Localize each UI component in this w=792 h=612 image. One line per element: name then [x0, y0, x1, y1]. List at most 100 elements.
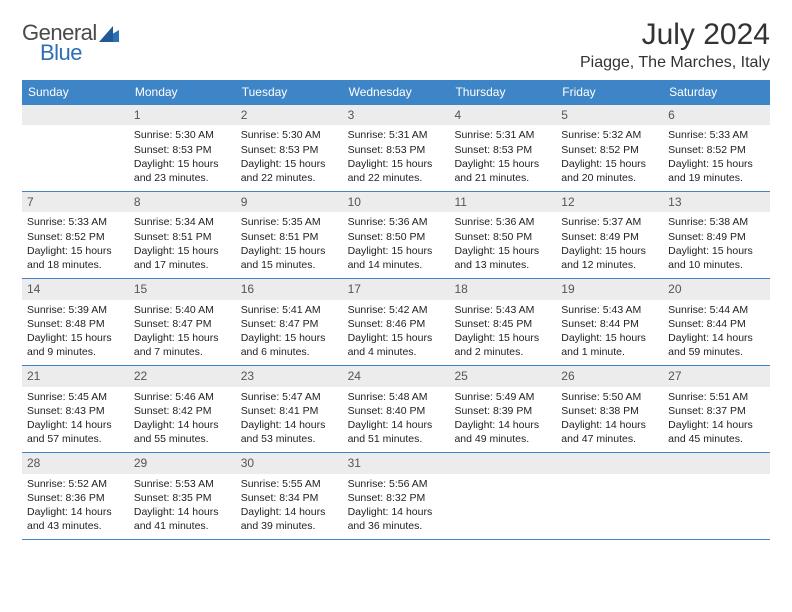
day-cell: 21Sunrise: 5:45 AMSunset: 8:43 PMDayligh… [22, 366, 129, 452]
day-detail-line: and 36 minutes. [348, 519, 445, 533]
day-detail-line: Sunset: 8:43 PM [27, 404, 124, 418]
day-detail-line: and 45 minutes. [668, 432, 765, 446]
day-detail-line: and 41 minutes. [134, 519, 231, 533]
day-detail-line: Sunrise: 5:43 AM [561, 303, 658, 317]
day-number: 5 [556, 105, 663, 125]
calendar-grid: SundayMondayTuesdayWednesdayThursdayFrid… [22, 80, 770, 540]
day-details: Sunrise: 5:43 AMSunset: 8:44 PMDaylight:… [556, 300, 663, 366]
day-detail-line: and 43 minutes. [27, 519, 124, 533]
day-cell: 18Sunrise: 5:43 AMSunset: 8:45 PMDayligh… [449, 279, 556, 365]
week-row: 14Sunrise: 5:39 AMSunset: 8:48 PMDayligh… [22, 279, 770, 366]
day-detail-line: and 9 minutes. [27, 345, 124, 359]
day-cell: 30Sunrise: 5:55 AMSunset: 8:34 PMDayligh… [236, 453, 343, 539]
day-detail-line: Sunrise: 5:51 AM [668, 390, 765, 404]
day-detail-line: Sunset: 8:53 PM [454, 143, 551, 157]
day-detail-line: Sunset: 8:39 PM [454, 404, 551, 418]
day-cell: 14Sunrise: 5:39 AMSunset: 8:48 PMDayligh… [22, 279, 129, 365]
day-details: Sunrise: 5:36 AMSunset: 8:50 PMDaylight:… [449, 212, 556, 278]
day-number: 22 [129, 366, 236, 386]
day-detail-line: Sunset: 8:52 PM [561, 143, 658, 157]
day-details: Sunrise: 5:49 AMSunset: 8:39 PMDaylight:… [449, 387, 556, 453]
day-number: 31 [343, 453, 450, 473]
day-detail-line: Sunset: 8:48 PM [27, 317, 124, 331]
day-cell: 27Sunrise: 5:51 AMSunset: 8:37 PMDayligh… [663, 366, 770, 452]
day-detail-line: Sunrise: 5:47 AM [241, 390, 338, 404]
day-detail-line: and 4 minutes. [348, 345, 445, 359]
day-detail-line: Sunset: 8:49 PM [668, 230, 765, 244]
day-details: Sunrise: 5:56 AMSunset: 8:32 PMDaylight:… [343, 474, 450, 540]
day-number: 15 [129, 279, 236, 299]
day-details: Sunrise: 5:36 AMSunset: 8:50 PMDaylight:… [343, 212, 450, 278]
day-detail-line: Sunrise: 5:38 AM [668, 215, 765, 229]
day-cell: 15Sunrise: 5:40 AMSunset: 8:47 PMDayligh… [129, 279, 236, 365]
day-cell: 13Sunrise: 5:38 AMSunset: 8:49 PMDayligh… [663, 192, 770, 278]
day-number: 25 [449, 366, 556, 386]
day-detail-line: Sunset: 8:37 PM [668, 404, 765, 418]
day-number: 2 [236, 105, 343, 125]
day-detail-line: Sunset: 8:50 PM [348, 230, 445, 244]
day-details: Sunrise: 5:51 AMSunset: 8:37 PMDaylight:… [663, 387, 770, 453]
day-detail-line: and 20 minutes. [561, 171, 658, 185]
day-details: Sunrise: 5:48 AMSunset: 8:40 PMDaylight:… [343, 387, 450, 453]
day-detail-line: Sunset: 8:53 PM [241, 143, 338, 157]
day-detail-line: Daylight: 15 hours [348, 244, 445, 258]
day-cell: 3Sunrise: 5:31 AMSunset: 8:53 PMDaylight… [343, 105, 450, 191]
day-detail-line: Sunset: 8:46 PM [348, 317, 445, 331]
day-detail-line: Sunrise: 5:55 AM [241, 477, 338, 491]
day-cell: 10Sunrise: 5:36 AMSunset: 8:50 PMDayligh… [343, 192, 450, 278]
day-detail-line: Daylight: 15 hours [134, 157, 231, 171]
day-detail-line: and 51 minutes. [348, 432, 445, 446]
day-detail-line: Daylight: 15 hours [454, 157, 551, 171]
day-detail-line: and 22 minutes. [241, 171, 338, 185]
day-details: Sunrise: 5:33 AMSunset: 8:52 PMDaylight:… [22, 212, 129, 278]
day-number: 14 [22, 279, 129, 299]
day-detail-line: Daylight: 14 hours [241, 505, 338, 519]
day-details: Sunrise: 5:50 AMSunset: 8:38 PMDaylight:… [556, 387, 663, 453]
day-cell: 29Sunrise: 5:53 AMSunset: 8:35 PMDayligh… [129, 453, 236, 539]
day-detail-line: Sunset: 8:47 PM [241, 317, 338, 331]
day-cell [556, 453, 663, 539]
day-detail-line: Sunset: 8:51 PM [134, 230, 231, 244]
day-detail-line: Sunset: 8:51 PM [241, 230, 338, 244]
day-cell: 26Sunrise: 5:50 AMSunset: 8:38 PMDayligh… [556, 366, 663, 452]
day-detail-line: and 18 minutes. [27, 258, 124, 272]
day-details: Sunrise: 5:34 AMSunset: 8:51 PMDaylight:… [129, 212, 236, 278]
day-number: 19 [556, 279, 663, 299]
day-detail-line: Sunset: 8:52 PM [27, 230, 124, 244]
logo-sail-icon [99, 25, 121, 43]
day-cell: 23Sunrise: 5:47 AMSunset: 8:41 PMDayligh… [236, 366, 343, 452]
day-detail-line: Daylight: 14 hours [241, 418, 338, 432]
day-detail-line: and 23 minutes. [134, 171, 231, 185]
day-detail-line: and 19 minutes. [668, 171, 765, 185]
day-details: Sunrise: 5:31 AMSunset: 8:53 PMDaylight:… [449, 125, 556, 191]
day-detail-line: and 2 minutes. [454, 345, 551, 359]
day-cell: 7Sunrise: 5:33 AMSunset: 8:52 PMDaylight… [22, 192, 129, 278]
day-detail-line: Daylight: 15 hours [561, 244, 658, 258]
day-detail-line: and 59 minutes. [668, 345, 765, 359]
day-number: 1 [129, 105, 236, 125]
day-number-empty [663, 453, 770, 473]
day-detail-line: Daylight: 15 hours [134, 331, 231, 345]
day-detail-line: Sunrise: 5:36 AM [454, 215, 551, 229]
day-detail-line: Sunrise: 5:44 AM [668, 303, 765, 317]
day-number: 18 [449, 279, 556, 299]
day-detail-line: Daylight: 14 hours [134, 505, 231, 519]
day-detail-line: Sunrise: 5:32 AM [561, 128, 658, 142]
day-detail-line: and 10 minutes. [668, 258, 765, 272]
day-number: 17 [343, 279, 450, 299]
day-details: Sunrise: 5:44 AMSunset: 8:44 PMDaylight:… [663, 300, 770, 366]
day-number: 13 [663, 192, 770, 212]
day-detail-line: Sunset: 8:32 PM [348, 491, 445, 505]
day-detail-line: Daylight: 15 hours [27, 244, 124, 258]
day-details: Sunrise: 5:30 AMSunset: 8:53 PMDaylight:… [236, 125, 343, 191]
day-cell: 19Sunrise: 5:43 AMSunset: 8:44 PMDayligh… [556, 279, 663, 365]
day-detail-line: Sunset: 8:41 PM [241, 404, 338, 418]
day-detail-line: Sunrise: 5:31 AM [348, 128, 445, 142]
day-detail-line: Sunrise: 5:30 AM [241, 128, 338, 142]
day-detail-line: Daylight: 15 hours [134, 244, 231, 258]
day-cell: 28Sunrise: 5:52 AMSunset: 8:36 PMDayligh… [22, 453, 129, 539]
day-detail-line: Sunset: 8:40 PM [348, 404, 445, 418]
day-detail-line: Daylight: 14 hours [348, 418, 445, 432]
day-details: Sunrise: 5:35 AMSunset: 8:51 PMDaylight:… [236, 212, 343, 278]
day-details: Sunrise: 5:30 AMSunset: 8:53 PMDaylight:… [129, 125, 236, 191]
